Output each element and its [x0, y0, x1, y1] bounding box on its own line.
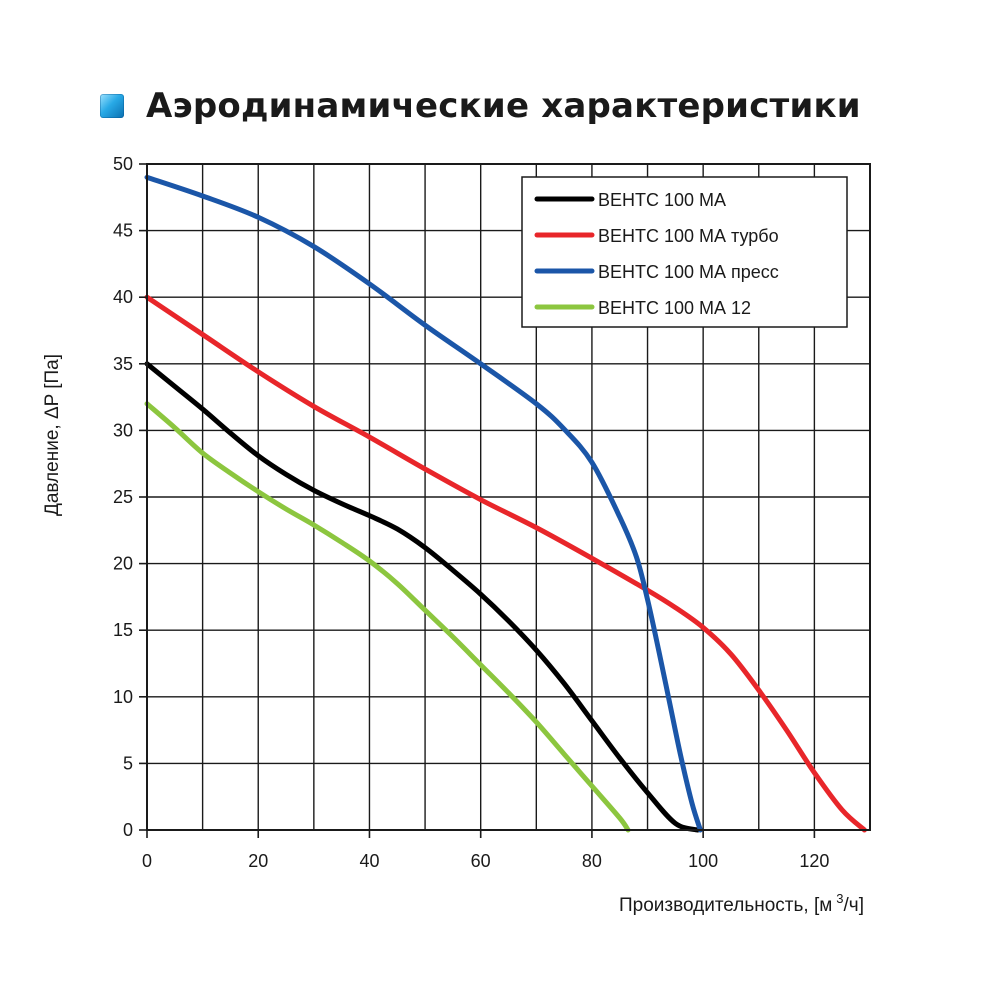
x-tick-label: 0 — [142, 851, 152, 871]
x-axis-label-main: Производительность, [м — [619, 895, 832, 916]
y-tick-label: 45 — [113, 221, 133, 241]
legend-label: ВЕНТС 100 МА пресс — [598, 262, 779, 282]
x-axis-label-sup: 3 — [836, 891, 843, 906]
series-line-3 — [144, 174, 703, 833]
x-axis-label-end: /ч] — [844, 895, 864, 916]
series-line-4 — [144, 401, 631, 833]
y-tick-label: 5 — [123, 753, 133, 773]
x-tick-label: 40 — [359, 851, 379, 871]
x-tick-label: 60 — [471, 851, 491, 871]
blue-square-icon — [100, 94, 124, 118]
y-tick-label: 50 — [113, 154, 133, 174]
y-tick-label: 10 — [113, 687, 133, 707]
legend-label: ВЕНТС 100 МА турбо — [598, 226, 779, 246]
x-tick-label: 100 — [688, 851, 718, 871]
y-tick-label: 25 — [113, 487, 133, 507]
title-bar: Аэродинамические характеристики — [100, 82, 861, 130]
series-line-2 — [144, 294, 867, 833]
legend-box — [521, 176, 848, 328]
chart-legend: ВЕНТС 100 МА ВЕНТС 100 МА турбо ВЕНТС 100 … — [521, 176, 848, 328]
y-tick-label: 20 — [113, 554, 133, 574]
y-tick-label: 35 — [113, 354, 133, 374]
x-tick-label: 20 — [248, 851, 268, 871]
y-tick-label: 0 — [123, 820, 133, 840]
y-tick-label: 30 — [113, 420, 133, 440]
y-axis-label: Давление, ΔP [Па] — [42, 354, 63, 516]
legend-label: ВЕНТС 100 МА — [598, 190, 726, 210]
legend-label: ВЕНТС 100 МА 12 — [598, 298, 751, 318]
chart-ticks: 0 5 10 15 20 25 30 35 40 45 50 0 20 40 60 80 100 120 — [113, 154, 829, 871]
series-line-1 — [144, 361, 701, 833]
y-tick-label: 15 — [113, 620, 133, 640]
chart-series-lines — [144, 174, 867, 833]
y-tick-label: 40 — [113, 287, 133, 307]
page-title: Аэродинамические характеристики — [146, 86, 861, 126]
x-tick-label: 120 — [799, 851, 829, 871]
x-axis-label: Производительность, [м 3/ч] — [619, 891, 864, 916]
x-tick-label: 80 — [582, 851, 602, 871]
